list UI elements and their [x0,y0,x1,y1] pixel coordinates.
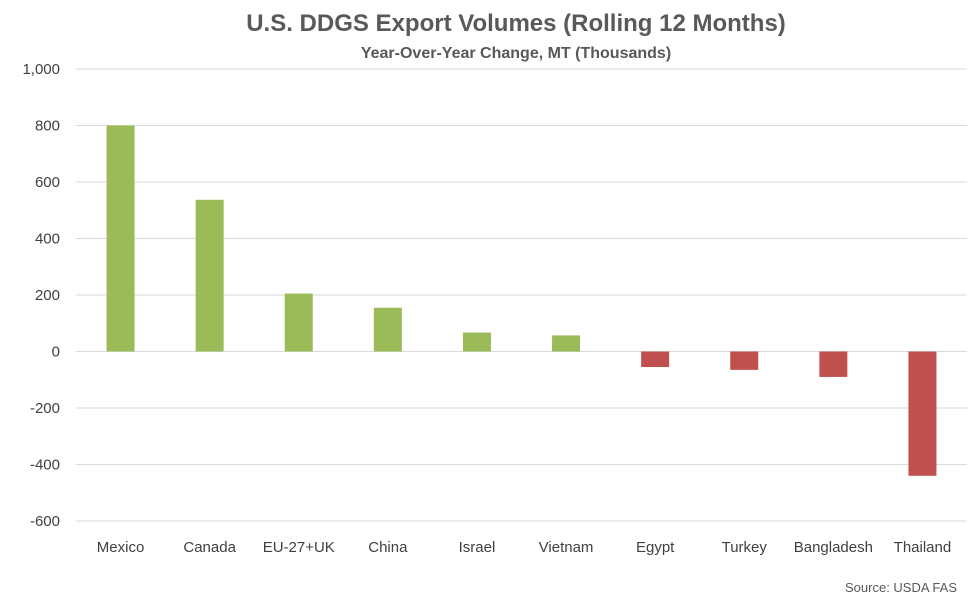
y-tick-label: 1,000 [22,61,60,78]
x-tick-label: Canada [183,539,236,556]
bar-israel [463,333,491,352]
bars [107,126,937,476]
bar-bangladesh [819,352,847,377]
chart: U.S. DDGS Export Volumes (Rolling 12 Mon… [0,0,975,601]
source-note: Source: USDA FAS [845,580,957,595]
y-tick-label: -600 [30,513,60,530]
x-tick-label: Thailand [894,539,952,556]
x-tick-label: Vietnam [539,539,594,556]
x-tick-label: China [368,539,408,556]
x-tick-label: Bangladesh [794,539,873,556]
bar-eu-27-uk [285,294,313,352]
y-tick-label: 400 [35,231,60,248]
y-tick-label: -400 [30,457,60,474]
x-tick-label: Egypt [636,539,675,556]
y-tick-label: 200 [35,287,60,304]
y-tick-label: -200 [30,400,60,417]
x-tick-label: Turkey [722,539,768,556]
chart-title: U.S. DDGS Export Volumes (Rolling 12 Mon… [246,10,786,37]
y-axis-labels: 1,000 800 600 400 200 0 -200 -400 -600 [22,61,60,530]
bar-thailand [908,352,936,476]
bar-china [374,308,402,352]
x-tick-label: Mexico [97,539,145,556]
y-tick-label: 600 [35,174,60,191]
x-tick-label: Israel [459,539,496,556]
bar-vietnam [552,335,580,351]
bar-turkey [730,352,758,370]
x-tick-label: EU-27+UK [263,539,335,556]
bar-mexico [107,126,135,352]
bar-canada [196,200,224,352]
y-tick-label: 0 [52,344,60,361]
x-axis-labels: Mexico Canada EU-27+UK China Israel Vietnam Eg… [97,539,951,556]
chart-subtitle: Year-Over-Year Change, MT (Thousands) [361,45,671,62]
bar-egypt [641,352,669,368]
y-tick-label: 800 [35,118,60,135]
